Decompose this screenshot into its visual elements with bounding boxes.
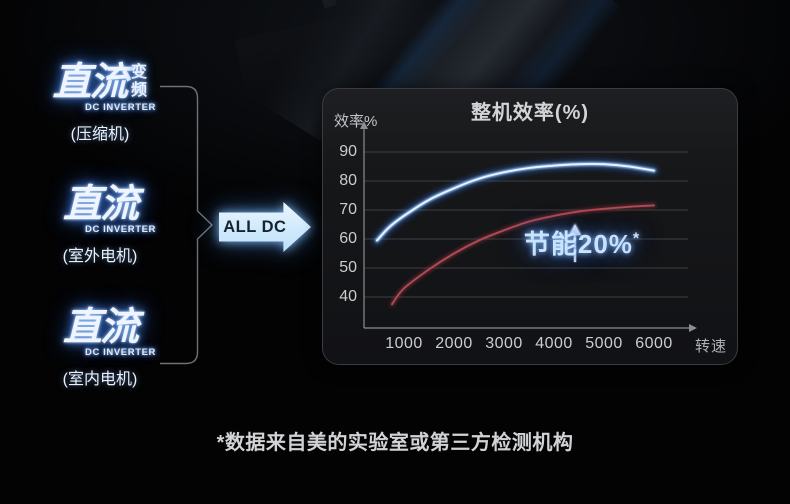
all-dc-arrow-label: ALL DC [223,217,287,236]
dc-inverter-subtitle: DC INVERTER [85,347,156,358]
dc-logo-main-text: 直流 [52,61,128,104]
dc-inverter-subtitle: DC INVERTER [85,102,156,113]
logo-row: 直流 [36,185,164,224]
annotation-text: 节能20%* [482,224,682,261]
y-tick-label: 80 [339,172,357,189]
x-tick-label: 5000 [585,335,623,352]
dc-inverter-logo-outdoor-motor: 直流 DC INVERTER (室外电机) [36,185,164,266]
x-tick-label: 1000 [385,335,423,352]
footnote: *数据来自美的实验室或第三方检测机构 [216,432,574,454]
x-axis-label: 转速 [694,338,727,355]
annotation-arrowhead-icon [569,224,581,236]
y-tick-label: 90 [339,143,357,160]
dc-logo-main-text: 直流 [62,183,139,226]
y-axis-arrowhead-icon [360,121,368,129]
red-curve [391,204,655,306]
dc-logo-suffix-text: 变频 [130,64,147,99]
logo-caption-compressor: (压缩机) [70,125,130,143]
y-tick-label: 70 [339,201,357,218]
chart-panel: 整机效率(%) 效率% 40 50 60 70 80 90 1000 2000 3000 4000… [322,88,738,365]
annotation-main: 节能20% [523,229,633,259]
y-tick-label: 60 [339,230,357,247]
logo-row: 直流 变频 [36,63,164,102]
all-dc-arrow: ALL DC [219,202,311,252]
x-tick-label: 2000 [435,335,473,352]
x-tick-label: 4000 [535,335,573,352]
y-tick-label: 40 [339,288,357,305]
annotation-asterisk: * [632,230,641,248]
blue-curve [376,163,655,242]
chart-title: 整机效率(%) [470,102,590,124]
dc-inverter-logo-compressor: 直流 变频 DC INVERTER (压缩机) [36,63,164,144]
dc-inverter-logo-indoor-motor: 直流 DC INVERTER (室内电机) [36,308,164,389]
logo-caption-indoor-motor: (室内电机) [62,370,138,388]
logo-row: 直流 [36,308,164,347]
dc-inverter-subtitle: DC INVERTER [85,224,156,235]
dc-logo-main-text: 直流 [62,306,139,349]
x-tick-label: 3000 [485,335,523,352]
x-axis-arrowhead-icon [689,324,697,332]
chart-svg [360,121,697,332]
y-axis-label: 效率% [334,113,378,130]
logo-caption-outdoor-motor: (室外电机) [62,247,138,265]
y-tick-label: 50 [339,259,357,276]
x-tick-label: 6000 [635,335,673,352]
